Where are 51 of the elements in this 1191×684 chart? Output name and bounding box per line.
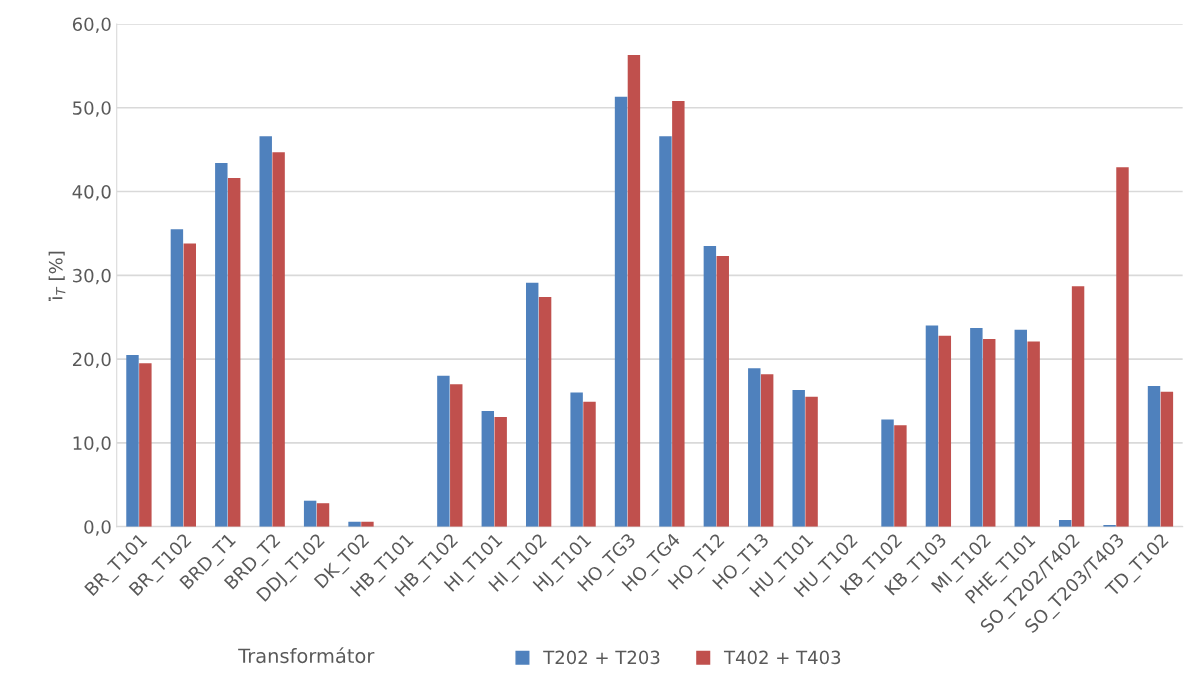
bar bbox=[703, 245, 717, 527]
bar bbox=[259, 136, 272, 527]
y-tick-label: 20,0 bbox=[72, 352, 111, 369]
bar bbox=[570, 392, 583, 527]
bar bbox=[126, 354, 139, 527]
bar bbox=[215, 163, 228, 527]
bar bbox=[970, 328, 983, 527]
bar bbox=[716, 256, 729, 527]
legend-label: T202 + T203 bbox=[543, 650, 660, 665]
bar bbox=[316, 503, 330, 527]
bar bbox=[672, 101, 685, 527]
bar bbox=[805, 396, 818, 527]
bar bbox=[1027, 341, 1040, 527]
bar bbox=[614, 96, 628, 527]
bar bbox=[1071, 286, 1085, 527]
y-tick-label: 60,0 bbox=[72, 17, 111, 33]
bar bbox=[272, 152, 285, 527]
bar bbox=[437, 375, 450, 527]
y-tick-label: 10,0 bbox=[73, 436, 111, 452]
bar bbox=[481, 411, 495, 527]
bar bbox=[227, 178, 241, 527]
bar bbox=[1160, 391, 1174, 527]
bar bbox=[183, 243, 196, 527]
bar bbox=[538, 297, 552, 527]
y-tick-label: 40,0 bbox=[72, 184, 111, 201]
bar bbox=[170, 229, 184, 527]
bar bbox=[1116, 167, 1129, 527]
bar bbox=[894, 425, 907, 527]
bar bbox=[139, 363, 152, 527]
bar bbox=[792, 390, 805, 527]
bar bbox=[760, 374, 774, 527]
bar bbox=[983, 338, 996, 527]
bar bbox=[627, 54, 641, 527]
bar bbox=[925, 325, 939, 527]
bar bbox=[303, 500, 317, 527]
bar bbox=[1147, 385, 1161, 527]
bar bbox=[881, 419, 894, 527]
bar bbox=[659, 136, 672, 527]
legend-label: T402 + T403 bbox=[723, 650, 841, 665]
y-axis-title: i̇$_{T}$ [%] bbox=[48, 251, 66, 301]
bar bbox=[450, 384, 463, 527]
y-tick-label: 30,0 bbox=[73, 268, 111, 285]
y-tick-label: 50,0 bbox=[73, 101, 111, 117]
bar bbox=[748, 368, 761, 527]
bar bbox=[938, 335, 952, 527]
bar bbox=[583, 401, 596, 527]
x-axis-title: Transformátor bbox=[238, 647, 375, 664]
bar bbox=[526, 282, 539, 527]
bar bbox=[1014, 329, 1027, 527]
y-tick-label: 0,0 bbox=[84, 520, 111, 536]
bar bbox=[494, 416, 507, 527]
